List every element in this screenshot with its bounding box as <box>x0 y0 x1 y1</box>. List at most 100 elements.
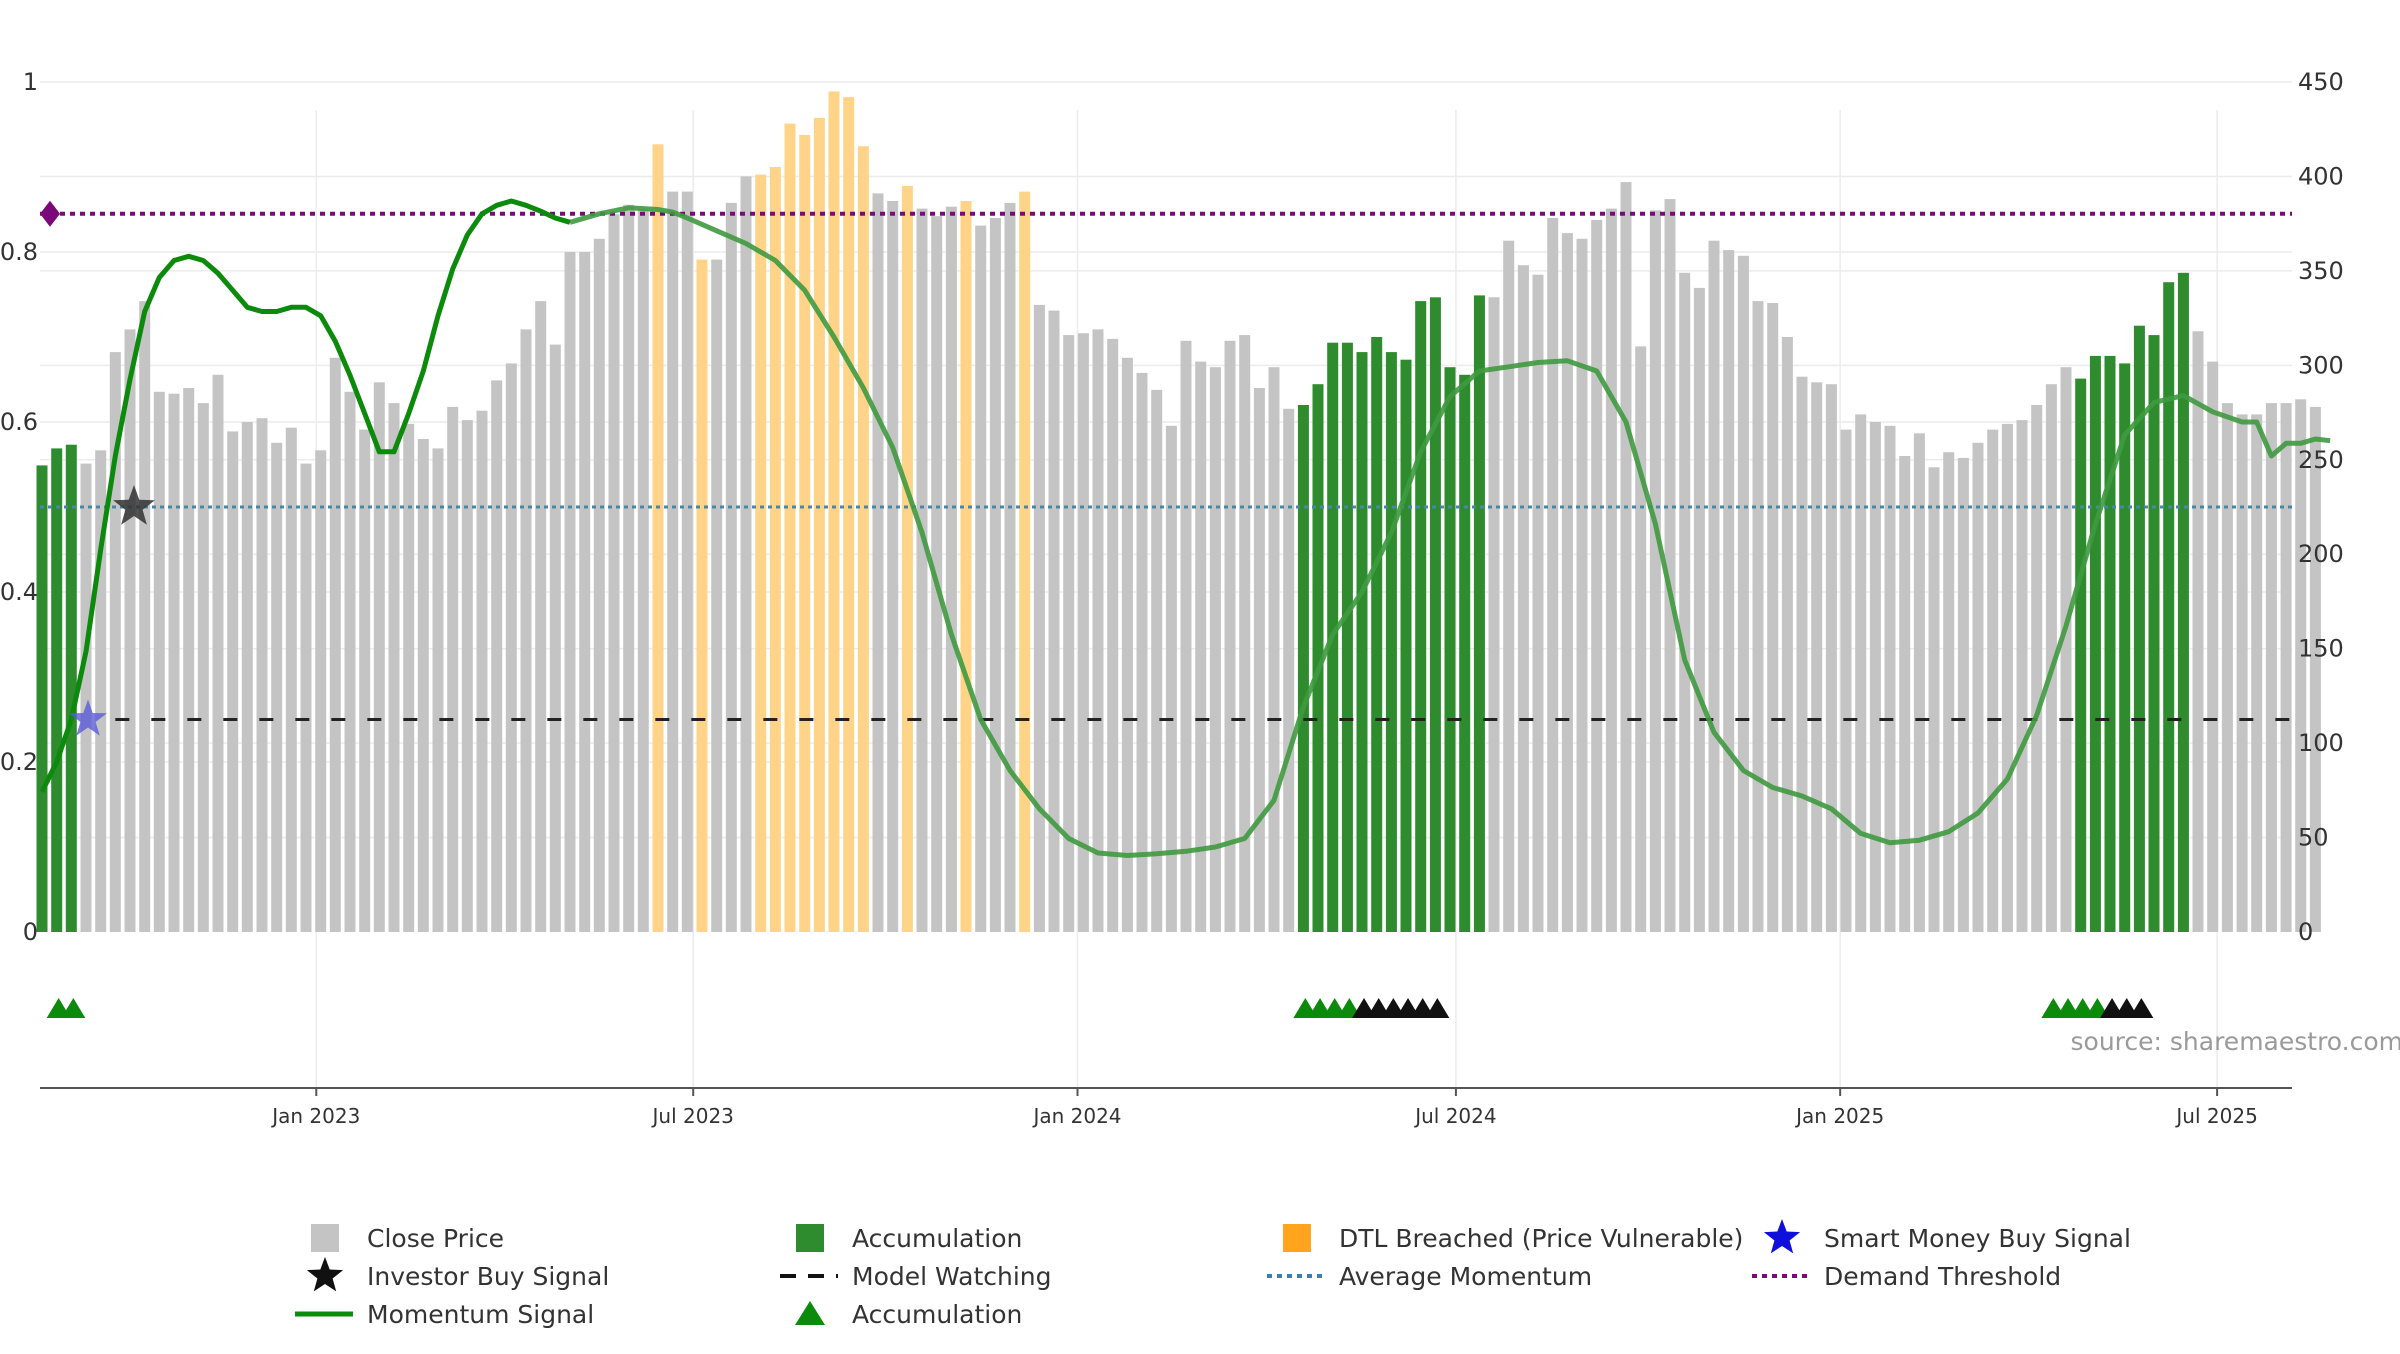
price-bar <box>345 392 356 932</box>
price-bar <box>1943 452 1954 932</box>
price-bar <box>1342 343 1353 932</box>
price-bar <box>2207 362 2218 932</box>
price-bar <box>1298 405 1309 932</box>
price-bar <box>1503 241 1514 932</box>
price-bar <box>843 97 854 932</box>
price-bar <box>1738 256 1749 932</box>
legend-star-icon <box>1764 1219 1800 1253</box>
legend-item: Average Momentum <box>1267 1262 1592 1291</box>
price-bar <box>374 382 385 932</box>
price-bar <box>902 186 913 932</box>
price-bar <box>286 428 297 932</box>
price-bar <box>741 176 752 932</box>
legend-label: Investor Buy Signal <box>367 1262 609 1291</box>
source-label: source: sharemaestro.com <box>2071 1027 2400 1056</box>
price-bar <box>623 205 634 932</box>
price-bar <box>271 443 282 932</box>
price-bar <box>125 329 136 932</box>
legend-item: Model Watching <box>780 1262 1052 1291</box>
price-bar <box>403 424 414 932</box>
price-bar <box>565 252 576 932</box>
legend-swatch <box>311 1224 339 1252</box>
price-bar <box>1489 297 1500 932</box>
legend-swatch <box>1283 1224 1311 1252</box>
legend-item: Investor Buy Signal <box>307 1257 609 1291</box>
price-bar <box>1430 297 1441 932</box>
y-right-tick-label: 400 <box>2298 162 2344 190</box>
price-bar <box>1767 303 1778 932</box>
price-bar <box>814 118 825 932</box>
y-right-tick-label: 100 <box>2298 729 2344 757</box>
accumulation-triangle-green <box>61 998 85 1018</box>
price-bar <box>1870 422 1881 932</box>
price-bar <box>1606 209 1617 932</box>
price-bar <box>257 418 268 932</box>
price-bar <box>1577 239 1588 932</box>
price-bar <box>521 329 532 932</box>
price-bar <box>1621 182 1632 932</box>
y-left-tick-label: 0.4 <box>0 578 38 606</box>
price-bar <box>711 260 722 932</box>
y-left-tick-label: 0 <box>23 918 38 946</box>
price-bar <box>638 209 649 932</box>
price-bar <box>1987 430 1998 932</box>
y-left-tick-label: 0.6 <box>0 408 38 436</box>
price-bar <box>2193 331 2204 932</box>
legend-item: Smart Money Buy Signal <box>1764 1219 2131 1253</box>
price-bar <box>550 345 561 932</box>
price-bar <box>1899 456 1910 932</box>
price-bar <box>755 175 766 932</box>
x-tick-label: Jan 2024 <box>1031 1104 1121 1128</box>
y-right-tick-label: 200 <box>2298 540 2344 568</box>
y-right-tick-label: 450 <box>2298 68 2344 96</box>
legend-item: Momentum Signal <box>295 1300 594 1329</box>
price-bar <box>609 214 620 932</box>
price-bar <box>975 226 986 932</box>
price-bar <box>1459 375 1470 932</box>
price-bar <box>1885 426 1896 932</box>
legend-label: Model Watching <box>852 1262 1052 1291</box>
price-bar <box>359 430 370 932</box>
legend-item: Accumulation <box>795 1300 1022 1329</box>
price-bar <box>1635 346 1646 932</box>
price-bar <box>990 218 1001 932</box>
x-tick-label: Jul 2023 <box>651 1104 734 1128</box>
price-bar <box>2178 273 2189 932</box>
legend-label: Smart Money Buy Signal <box>1824 1224 2131 1253</box>
price-bar <box>1694 288 1705 932</box>
price-bar <box>594 239 605 932</box>
price-bar <box>418 439 429 932</box>
price-bar <box>667 192 678 932</box>
price-bar <box>2222 403 2233 932</box>
price-bar <box>1005 203 1016 932</box>
x-tick-label: Jan 2023 <box>270 1104 360 1128</box>
price-bar <box>2061 367 2072 932</box>
price-bar <box>887 201 898 932</box>
price-bar <box>1415 301 1426 932</box>
price-bar <box>66 445 77 932</box>
accumulation-triangle-black <box>1425 998 1449 1018</box>
price-bar <box>697 260 708 932</box>
price-bar <box>682 192 693 932</box>
price-bar <box>2002 424 2013 932</box>
price-bar <box>785 124 796 932</box>
legend-label: DTL Breached (Price Vulnerable) <box>1339 1224 1743 1253</box>
price-bar <box>799 135 810 932</box>
price-bars <box>37 91 2321 932</box>
price-bar <box>81 464 92 932</box>
price-bar <box>1386 352 1397 932</box>
price-bar <box>433 448 444 932</box>
price-bar <box>1547 218 1558 932</box>
price-bar <box>2266 403 2277 932</box>
price-bar <box>1753 301 1764 932</box>
legend-item: Accumulation <box>796 1224 1022 1253</box>
price-bar <box>139 301 150 932</box>
legend-label: Close Price <box>367 1224 504 1253</box>
price-bar <box>506 363 517 932</box>
price-bar <box>2090 356 2101 932</box>
price-bar <box>242 422 253 932</box>
price-bar <box>330 358 341 932</box>
legend-item: Close Price <box>311 1224 504 1253</box>
price-bar <box>447 407 458 932</box>
